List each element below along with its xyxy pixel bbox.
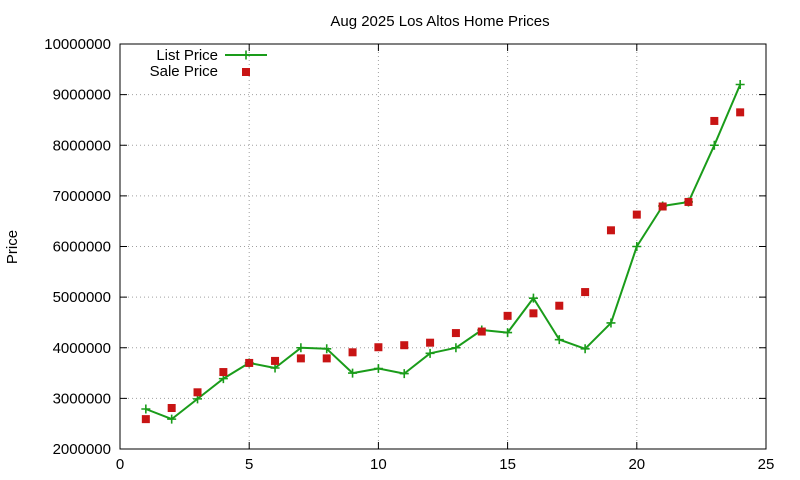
- list-price-point: [425, 348, 435, 358]
- tick-layer: 0 5 10 15 20 25 2000000 3000000 4000000 5000000 60…: [44, 36, 774, 473]
- sale-price-point: [245, 358, 254, 367]
- sale-price-point: [296, 354, 305, 363]
- chart-title: Aug 2025 Los Altos Home Prices: [330, 13, 549, 30]
- x-tick-label: 15: [499, 456, 516, 473]
- x-tick-label: 20: [628, 456, 645, 473]
- sale-price-series: [141, 108, 745, 424]
- y-tick-label: 4000000: [53, 340, 111, 357]
- sale-price-point: [581, 288, 590, 297]
- sale-price-point: [736, 108, 745, 117]
- sale-price-point: [606, 226, 615, 235]
- list-price-point: [709, 140, 719, 150]
- y-tick-label: 2000000: [53, 441, 111, 458]
- y-tick-label: 9000000: [53, 87, 111, 104]
- y-tick-label: 10000000: [44, 36, 111, 53]
- list-price-point: [580, 344, 590, 354]
- list-price-point: [296, 343, 306, 353]
- sale-price-point: [219, 368, 228, 377]
- list-price-point: [373, 364, 383, 374]
- sale-price-point: [141, 415, 150, 424]
- list-price-point: [735, 80, 745, 89]
- sale-price-point: [348, 348, 357, 357]
- sale-price-point: [477, 327, 486, 336]
- sale-price-point: [193, 388, 202, 397]
- list-price-point: [167, 414, 177, 424]
- list-price-point: [141, 404, 151, 414]
- list-price-point: [399, 369, 409, 379]
- x-tick-label: 10: [370, 456, 387, 473]
- x-tick-label: 25: [758, 456, 775, 473]
- sale-price-point: [555, 301, 564, 310]
- sale-price-point: [529, 309, 538, 318]
- x-tick-label: 5: [245, 456, 253, 473]
- sale-price-point: [503, 311, 512, 320]
- y-tick-label: 8000000: [53, 137, 111, 154]
- list-price-point: [632, 242, 642, 251]
- legend-label-sale-price: Sale Price: [150, 63, 218, 80]
- sale-price-point: [271, 356, 280, 365]
- sale-price-point: [322, 354, 331, 363]
- legend-marker-list-price: [241, 50, 251, 60]
- sale-price-point: [426, 338, 435, 347]
- grid-layer: [120, 44, 766, 449]
- list-price-point: [270, 363, 280, 373]
- list-price-point: [322, 344, 332, 354]
- sale-price-point: [632, 210, 641, 219]
- y-tick-label: 7000000: [53, 188, 111, 205]
- sale-price-point: [710, 116, 719, 125]
- list-price-point: [606, 318, 616, 328]
- list-price-point: [554, 335, 564, 345]
- sale-price-point: [167, 403, 176, 412]
- y-tick-label: 5000000: [53, 289, 111, 306]
- sale-price-point: [658, 202, 667, 211]
- y-tick-label: 3000000: [53, 390, 111, 407]
- x-tick-label: 0: [116, 456, 124, 473]
- sale-price-point: [374, 343, 383, 352]
- list-price-point: [528, 293, 538, 303]
- series-layer: [141, 80, 745, 424]
- y-axis-label: Price: [4, 230, 21, 264]
- list-price-point: [348, 368, 358, 378]
- legend-marker-sale-price: [242, 68, 250, 76]
- legend-label-list-price: List Price: [156, 47, 218, 64]
- sale-price-point: [684, 197, 693, 206]
- y-tick-label: 6000000: [53, 239, 111, 256]
- list-price-line: [145, 84, 742, 421]
- list-price-point: [451, 343, 461, 353]
- sale-price-point: [451, 329, 460, 338]
- list-price-series: [141, 80, 745, 424]
- sale-price-point: [400, 341, 409, 350]
- list-price-point: [503, 328, 513, 338]
